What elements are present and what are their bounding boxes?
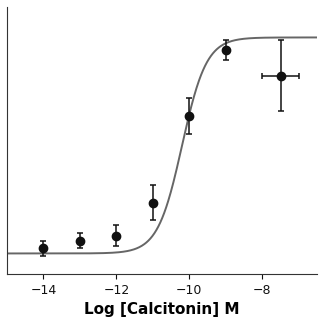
- X-axis label: Log [Calcitonin] M: Log [Calcitonin] M: [84, 302, 240, 317]
